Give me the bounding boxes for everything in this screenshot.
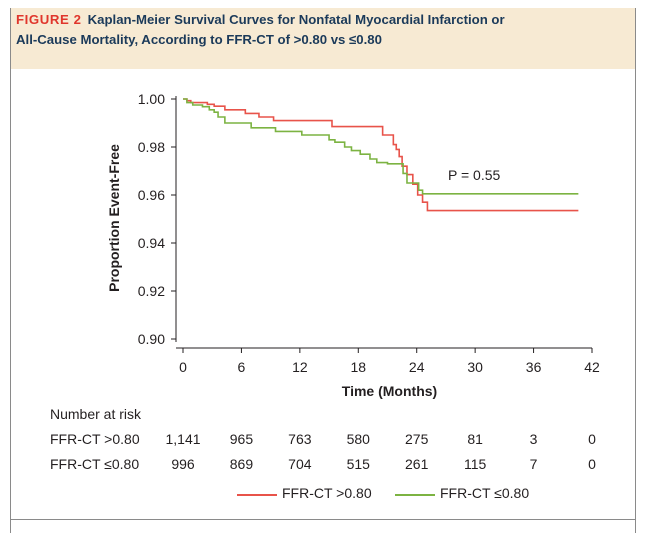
y-tick-label: 0.98 [138,139,165,155]
risk-count: 1,141 [165,431,201,447]
figure-title-line1: Kaplan-Meier Survival Curves for Nonfata… [87,12,505,27]
risk-count: 0 [588,431,596,447]
risk-count: 704 [288,456,312,472]
y-tick-label: 0.94 [138,235,165,251]
x-tick-label: 42 [584,359,600,375]
risk-count: 7 [529,456,538,472]
survival-curves [183,98,579,212]
x-tick-label: 30 [467,359,483,375]
risk-count: 0 [588,456,596,472]
risk-count: 115 [463,456,487,472]
x-tick-label: 12 [292,359,308,375]
y-tick-label: 0.96 [138,187,165,203]
risk-count: 275 [405,431,429,447]
x-axis-label: Time (Months) [342,383,437,399]
x-tick-label: 24 [409,359,425,375]
y-tick-label: 0.92 [138,283,165,299]
risk-row-label-high: FFR-CT >0.80 [50,431,140,447]
x-tick-label: 18 [350,359,366,375]
figure-title: FIGURE 2 Kaplan-Meier Survival Curves for… [16,10,616,50]
legend-label-low: FFR-CT ≤0.80 [440,485,530,501]
risk-count: 996 [171,456,195,472]
risk-count: 965 [229,431,254,447]
risk-count: 81 [467,431,483,447]
y-tick-label: 1.00 [138,91,165,107]
legend-swatch-low [395,494,435,496]
x-tick-label: 6 [238,359,246,375]
figure-frame [10,8,636,533]
risk-row-label-low: FFR-CT ≤0.80 [50,456,140,472]
risk-count: 763 [288,431,312,447]
curve-ffrct-low [183,98,579,195]
risk-table-heading: Number at risk [50,406,142,422]
chart-axes: 0.90 0.92 0.94 0.96 0.98 1.00 0 6 12 18 24 30 36 42 [138,91,600,375]
risk-count: 3 [529,431,538,447]
risk-count: 261 [405,456,429,472]
x-tick-label: 0 [179,359,187,375]
figure-bottom-rule [11,519,635,520]
p-value-annotation: P = 0.55 [448,167,501,183]
curve-ffrct-high [183,98,579,212]
risk-count: 515 [346,456,370,472]
legend-swatch-high [237,494,277,496]
figure-label: FIGURE 2 [16,12,82,27]
figure-header [11,8,635,69]
figure-title-line2: All-Cause Mortality, According to FFR-CT… [16,32,382,47]
risk-count: 580 [346,431,370,447]
legend-label-high: FFR-CT >0.80 [282,485,372,501]
y-axis-label: Proportion Event-Free [106,144,122,292]
y-tick-label: 0.90 [138,331,165,347]
risk-count: 869 [229,456,254,472]
x-tick-label: 36 [526,359,542,375]
